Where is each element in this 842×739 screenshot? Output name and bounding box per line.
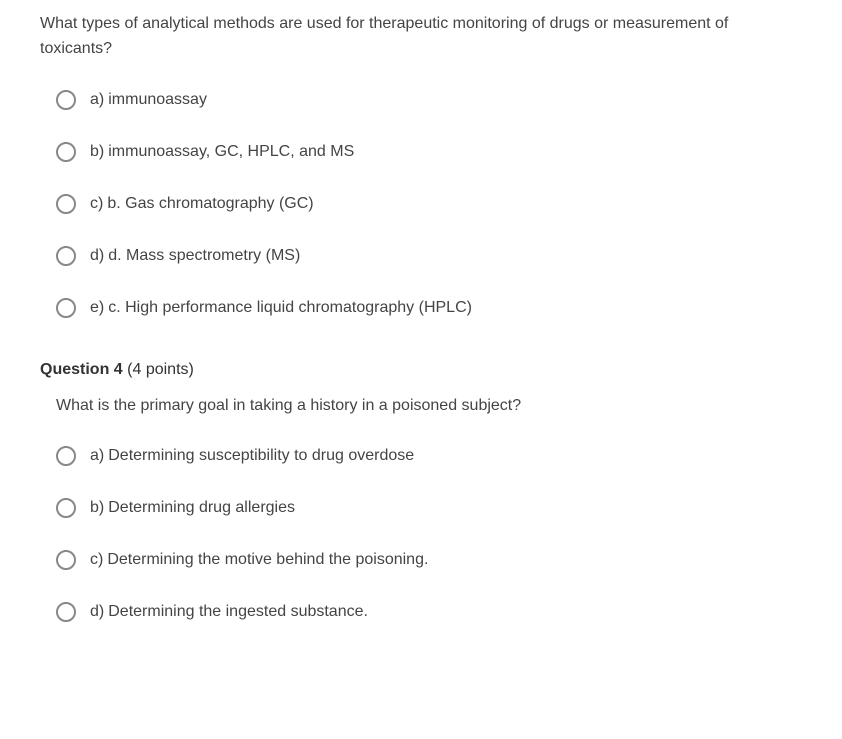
option-c[interactable]: c) b. Gas chromatography (GC) [56,192,802,216]
option-text: immunoassay, GC, HPLC, and MS [108,140,354,164]
options-group: a) immunoassay b) immunoassay, GC, HPLC,… [40,88,802,320]
radio-icon[interactable] [56,298,76,318]
option-text: b. Gas chromatography (GC) [107,192,313,216]
radio-icon[interactable] [56,446,76,466]
radio-icon[interactable] [56,90,76,110]
radio-icon[interactable] [56,498,76,518]
option-text: Determining susceptibility to drug overd… [108,444,414,468]
option-letter: d) [90,244,104,268]
options-group: a) Determining susceptibility to drug ov… [40,444,802,624]
option-letter: a) [90,88,104,112]
option-letter: c) [90,548,103,572]
option-d[interactable]: d) Determining the ingested substance. [56,600,802,624]
radio-icon[interactable] [56,602,76,622]
question-points: (4 points) [127,361,194,378]
option-d[interactable]: d) d. Mass spectrometry (MS) [56,244,802,268]
question-prompt: What types of analytical methods are use… [40,12,802,62]
option-letter: b) [90,496,104,520]
option-b[interactable]: b) immunoassay, GC, HPLC, and MS [56,140,802,164]
option-a[interactable]: a) immunoassay [56,88,802,112]
option-a[interactable]: a) Determining susceptibility to drug ov… [56,444,802,468]
option-letter: d) [90,600,104,624]
option-text: Determining the ingested substance. [108,600,368,624]
radio-icon[interactable] [56,550,76,570]
question-block-1: What types of analytical methods are use… [40,12,802,320]
radio-icon[interactable] [56,142,76,162]
question-block-2: Question 4 (4 points) What is the primar… [40,358,802,625]
option-text: d. Mass spectrometry (MS) [108,244,300,268]
option-text: Determining drug allergies [108,496,295,520]
option-letter: a) [90,444,104,468]
option-b[interactable]: b) Determining drug allergies [56,496,802,520]
option-letter: b) [90,140,104,164]
radio-icon[interactable] [56,194,76,214]
option-text: Determining the motive behind the poison… [107,548,428,572]
question-header: Question 4 (4 points) [40,358,802,382]
option-text: c. High performance liquid chromatograph… [108,296,472,320]
option-text: immunoassay [108,88,207,112]
question-number: Question 4 [40,361,123,378]
option-letter: e) [90,296,104,320]
option-c[interactable]: c) Determining the motive behind the poi… [56,548,802,572]
radio-icon[interactable] [56,246,76,266]
option-letter: c) [90,192,103,216]
option-e[interactable]: e) c. High performance liquid chromatogr… [56,296,802,320]
question-prompt: What is the primary goal in taking a his… [40,394,802,419]
